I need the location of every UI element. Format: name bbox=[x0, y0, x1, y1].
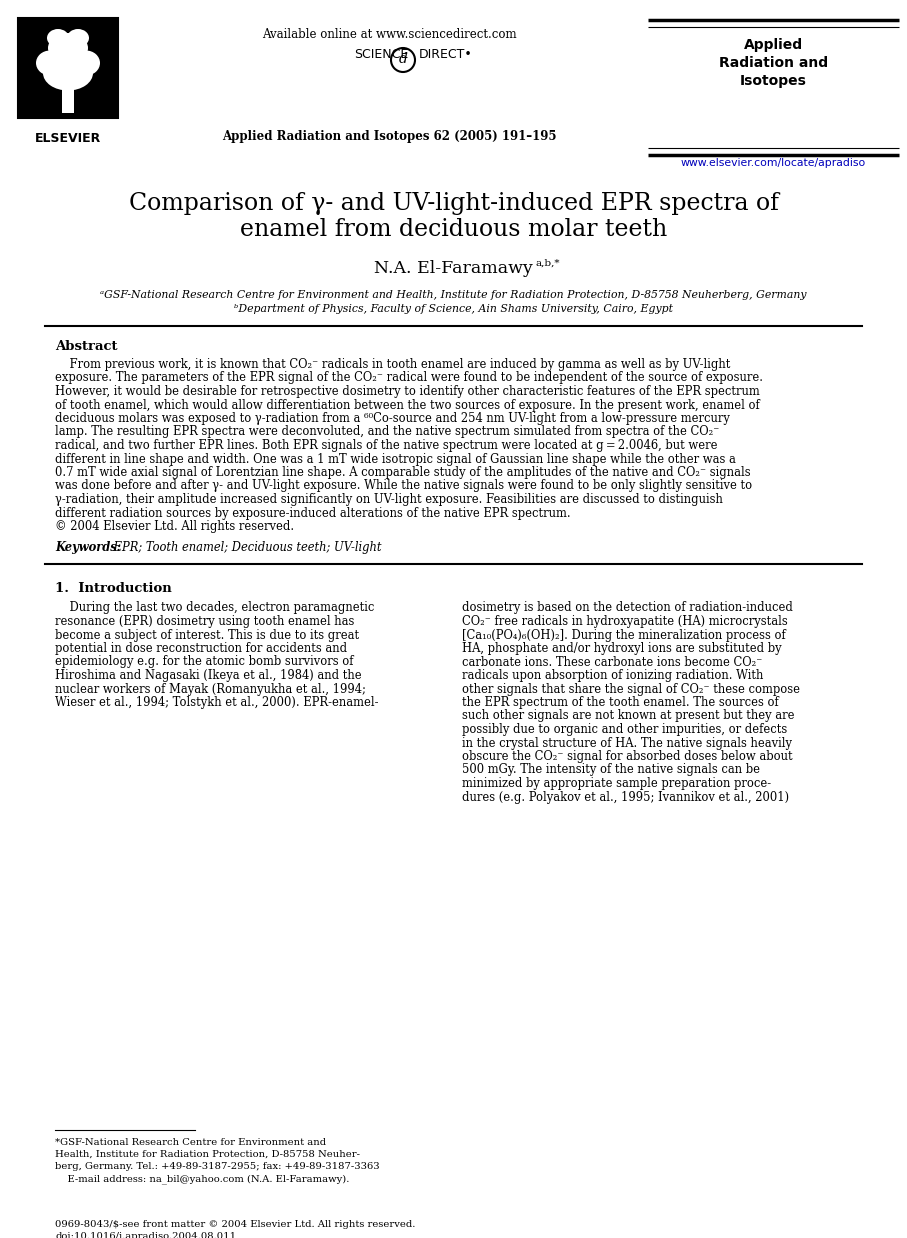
Text: However, it would be desirable for retrospective dosimetry to identify other cha: However, it would be desirable for retro… bbox=[55, 385, 760, 397]
Text: www.elsevier.com/locate/apradiso: www.elsevier.com/locate/apradiso bbox=[681, 158, 866, 168]
Text: enamel from deciduous molar teeth: enamel from deciduous molar teeth bbox=[239, 218, 668, 241]
Text: E-mail address: na_bil@yahoo.com (N.A. El-Faramawy).: E-mail address: na_bil@yahoo.com (N.A. E… bbox=[55, 1174, 349, 1184]
Text: minimized by appropriate sample preparation proce-: minimized by appropriate sample preparat… bbox=[463, 777, 772, 790]
Text: Health, Institute for Radiation Protection, D-85758 Neuher-: Health, Institute for Radiation Protecti… bbox=[55, 1150, 360, 1159]
Bar bbox=[18, 19, 118, 118]
Text: resonance (EPR) dosimetry using tooth enamel has: resonance (EPR) dosimetry using tooth en… bbox=[55, 615, 355, 628]
Ellipse shape bbox=[72, 51, 100, 76]
Text: obscure the CO₂⁻ signal for absorbed doses below about: obscure the CO₂⁻ signal for absorbed dos… bbox=[463, 750, 793, 763]
Text: CO₂⁻ free radicals in hydroxyapatite (HA) microcrystals: CO₂⁻ free radicals in hydroxyapatite (HA… bbox=[463, 615, 788, 628]
Bar bbox=[18, 19, 118, 118]
Text: was done before and after γ- and UV-light exposure. While the native signals wer: was done before and after γ- and UV-ligh… bbox=[55, 479, 752, 493]
Text: Isotopes: Isotopes bbox=[740, 74, 807, 88]
Ellipse shape bbox=[36, 51, 64, 76]
Text: radical, and two further EPR lines. Both EPR signals of the native spectrum were: radical, and two further EPR lines. Both… bbox=[55, 439, 717, 452]
Text: radicals upon absorption of ionizing radiation. With: radicals upon absorption of ionizing rad… bbox=[463, 669, 764, 682]
Text: Comparison of γ- and UV-light-induced EPR spectra of: Comparison of γ- and UV-light-induced EP… bbox=[129, 192, 778, 215]
Text: ᵃGSF-National Research Centre for Environment and Health, Institute for Radiatio: ᵃGSF-National Research Centre for Enviro… bbox=[101, 290, 806, 300]
Text: 0.7 mT wide axial signal of Lorentzian line shape. A comparable study of the amp: 0.7 mT wide axial signal of Lorentzian l… bbox=[55, 465, 751, 479]
Text: d: d bbox=[398, 52, 407, 66]
Text: nuclear workers of Mayak (Romanyukha et al., 1994;: nuclear workers of Mayak (Romanyukha et … bbox=[55, 682, 366, 696]
Text: possibly due to organic and other impurities, or defects: possibly due to organic and other impuri… bbox=[463, 723, 788, 737]
Text: potential in dose reconstruction for accidents and: potential in dose reconstruction for acc… bbox=[55, 643, 347, 655]
Text: doi:10.1016/j.apradiso.2004.08.011: doi:10.1016/j.apradiso.2004.08.011 bbox=[55, 1232, 236, 1238]
Text: berg, Germany. Tel.: +49-89-3187-2955; fax: +49-89-3187-3363: berg, Germany. Tel.: +49-89-3187-2955; f… bbox=[55, 1162, 380, 1171]
Text: other signals that share the signal of CO₂⁻ these compose: other signals that share the signal of C… bbox=[463, 682, 801, 696]
Text: γ-radiation, their amplitude increased significantly on UV-light exposure. Feasi: γ-radiation, their amplitude increased s… bbox=[55, 493, 723, 506]
Text: [Ca₁₀(PO₄)₆(OH)₂]. During the mineralization process of: [Ca₁₀(PO₄)₆(OH)₂]. During the mineraliza… bbox=[463, 629, 786, 641]
Text: HA, phosphate and/or hydroxyl ions are substituted by: HA, phosphate and/or hydroxyl ions are s… bbox=[463, 643, 782, 655]
Text: DIRECT•: DIRECT• bbox=[419, 48, 473, 61]
Ellipse shape bbox=[47, 28, 69, 47]
Text: EPR; Tooth enamel; Deciduous teeth; UV-light: EPR; Tooth enamel; Deciduous teeth; UV-l… bbox=[110, 541, 382, 555]
Text: a,b,*: a,b,* bbox=[535, 259, 560, 267]
Text: different in line shape and width. One was a 1 mT wide isotropic signal of Gauss: different in line shape and width. One w… bbox=[55, 453, 736, 465]
Text: such other signals are not known at present but they are: such other signals are not known at pres… bbox=[463, 709, 795, 723]
Text: become a subject of interest. This is due to its great: become a subject of interest. This is du… bbox=[55, 629, 359, 641]
Text: Keywords:: Keywords: bbox=[55, 541, 121, 555]
Text: in the crystal structure of HA. The native signals heavily: in the crystal structure of HA. The nati… bbox=[463, 737, 793, 749]
Text: *GSF-National Research Centre for Environment and: *GSF-National Research Centre for Enviro… bbox=[55, 1138, 327, 1146]
Text: From previous work, it is known that CO₂⁻ radicals in tooth enamel are induced b: From previous work, it is known that CO₂… bbox=[55, 358, 730, 371]
Text: 1.  Introduction: 1. Introduction bbox=[55, 582, 171, 594]
Text: Hiroshima and Nagasaki (Ikeya et al., 1984) and the: Hiroshima and Nagasaki (Ikeya et al., 19… bbox=[55, 669, 362, 682]
Text: Abstract: Abstract bbox=[55, 340, 118, 353]
Text: Applied Radiation and Isotopes 62 (2005) 191–195: Applied Radiation and Isotopes 62 (2005)… bbox=[221, 130, 556, 144]
Text: deciduous molars was exposed to γ-radiation from a ⁶⁰Co-source and 254 nm UV-lig: deciduous molars was exposed to γ-radiat… bbox=[55, 412, 730, 425]
Text: the EPR spectrum of the tooth enamel. The sources of: the EPR spectrum of the tooth enamel. Th… bbox=[463, 696, 779, 709]
Ellipse shape bbox=[43, 56, 93, 90]
Text: © 2004 Elsevier Ltd. All rights reserved.: © 2004 Elsevier Ltd. All rights reserved… bbox=[55, 520, 294, 534]
Text: exposure. The parameters of the EPR signal of the CO₂⁻ radical were found to be : exposure. The parameters of the EPR sign… bbox=[55, 371, 763, 385]
Text: of tooth enamel, which would allow differentiation between the two sources of ex: of tooth enamel, which would allow diffe… bbox=[55, 399, 760, 411]
Text: SCIENCE: SCIENCE bbox=[354, 48, 408, 61]
Text: lamp. The resulting EPR spectra were deconvoluted, and the native spectrum simul: lamp. The resulting EPR spectra were dec… bbox=[55, 426, 719, 438]
Text: Wieser et al., 1994; Tolstykh et al., 2000). EPR-enamel-: Wieser et al., 1994; Tolstykh et al., 20… bbox=[55, 696, 378, 709]
Text: ELSEVIER: ELSEVIER bbox=[34, 132, 101, 145]
Text: dures (e.g. Polyakov et al., 1995; Ivannikov et al., 2001): dures (e.g. Polyakov et al., 1995; Ivann… bbox=[463, 791, 790, 803]
Text: ᵇDepartment of Physics, Faculty of Science, Ain Shams University, Cairo, Egypt: ᵇDepartment of Physics, Faculty of Scien… bbox=[234, 305, 673, 314]
Text: N.A. El-Faramawy: N.A. El-Faramawy bbox=[374, 260, 533, 277]
Text: dosimetry is based on the detection of radiation-induced: dosimetry is based on the detection of r… bbox=[463, 602, 794, 614]
Text: During the last two decades, electron paramagnetic: During the last two decades, electron pa… bbox=[55, 602, 375, 614]
Text: carbonate ions. These carbonate ions become CO₂⁻: carbonate ions. These carbonate ions bec… bbox=[463, 655, 763, 669]
Bar bbox=[62, 85, 74, 113]
Text: 0969-8043/$-see front matter © 2004 Elsevier Ltd. All rights reserved.: 0969-8043/$-see front matter © 2004 Else… bbox=[55, 1219, 415, 1229]
Text: different radiation sources by exposure-induced alterations of the native EPR sp: different radiation sources by exposure-… bbox=[55, 506, 571, 520]
Text: epidemiology e.g. for the atomic bomb survivors of: epidemiology e.g. for the atomic bomb su… bbox=[55, 655, 354, 669]
Text: Available online at www.sciencedirect.com: Available online at www.sciencedirect.co… bbox=[262, 28, 516, 41]
Ellipse shape bbox=[48, 33, 88, 63]
Ellipse shape bbox=[67, 28, 89, 47]
Text: Applied: Applied bbox=[744, 38, 803, 52]
Text: 500 mGy. The intensity of the native signals can be: 500 mGy. The intensity of the native sig… bbox=[463, 764, 760, 776]
Text: Radiation and: Radiation and bbox=[719, 56, 828, 71]
